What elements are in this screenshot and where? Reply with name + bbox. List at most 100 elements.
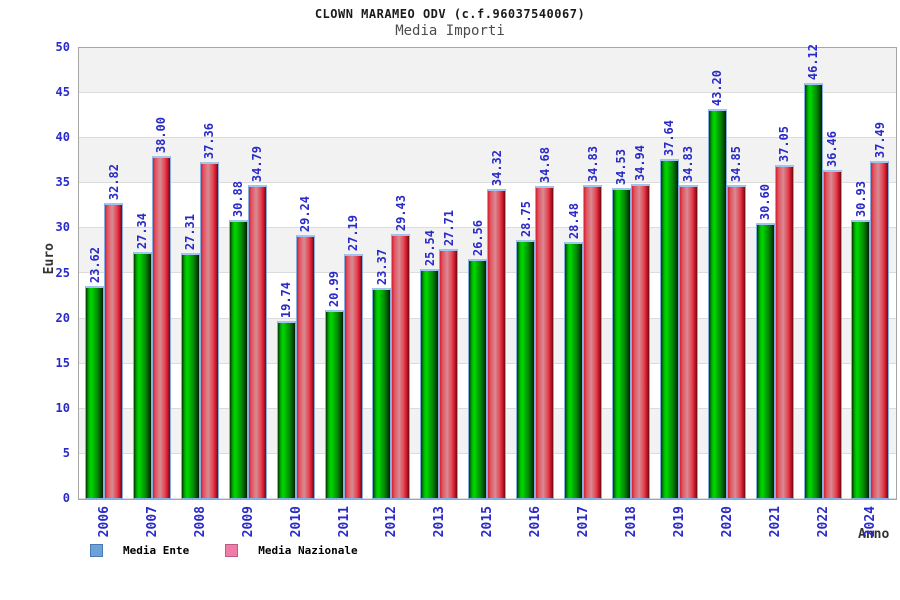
y-tick-label: 25 [55,265,70,280]
bar-value-label: 37.49 [873,121,887,158]
bar-value-label: 37.05 [777,125,791,162]
bar-media-ente-2017 [564,242,583,499]
x-tick-label-2017: 2017 [576,506,591,538]
bar-value-label: 23.37 [375,248,389,285]
legend-swatch-media-nazionale [225,543,239,557]
bar-media-ente-2015 [468,259,487,499]
bar-value-label: 34.94 [633,144,647,181]
bar-value-label: 27.19 [346,214,360,251]
x-tick-label-2007: 2007 [145,506,160,538]
bar-media-ente-2021 [756,223,775,499]
bar-value-label: 34.83 [681,145,695,182]
bar-value-label: 29.24 [298,195,312,232]
bar-media-nazionale-2017 [583,185,602,499]
bar-media-ente-2016 [516,240,535,499]
x-tick-label-2006: 2006 [97,506,112,538]
bar-value-label: 25.54 [423,229,437,266]
y-tick-label: 30 [55,220,70,235]
bar-media-ente-2009 [229,220,248,499]
bar-value-label: 19.74 [279,281,293,318]
legend-label-media-nazionale: Media Nazionale [258,543,358,557]
y-tick-label: 50 [55,40,70,54]
bar-value-label: 30.88 [231,180,245,217]
bar-value-label: 34.85 [729,145,743,182]
bar-value-label: 27.34 [135,212,149,249]
bar-media-nazionale-2012 [391,234,410,499]
legend-swatch-media-ente [90,543,103,557]
bar-value-label: 27.31 [183,213,197,250]
bar-media-ente-2019 [660,159,679,499]
bar-value-label: 34.79 [250,145,264,182]
y-tick-label: 10 [55,400,70,415]
bar-media-nazionale-2021 [775,165,794,499]
bar-value-label: 28.75 [519,200,533,237]
bar-value-label: 38.00 [154,116,168,153]
bar-media-nazionale-2019 [679,185,698,499]
bar-media-ente-2006 [85,286,104,499]
bar-value-label: 30.93 [854,180,868,217]
bar-media-ente-2018 [612,188,631,499]
bar-value-label: 37.36 [202,122,216,159]
bar-media-ente-2024 [851,220,870,499]
bar-media-nazionale-2006 [104,203,123,499]
bar-media-nazionale-2013 [439,249,458,499]
bar-value-label: 20.99 [327,270,341,307]
bar-media-nazionale-2020 [727,185,746,499]
y-tick-label: 5 [62,445,70,460]
bar-media-nazionale-2011 [344,254,363,499]
bar-media-ente-2012 [372,288,391,499]
bar-media-ente-2011 [325,310,344,499]
legend: Media Ente Media Nazionale [90,542,384,558]
bar-media-nazionale-2016 [535,186,554,499]
x-tick-label-2021: 2021 [768,506,783,538]
bar-media-nazionale-2009 [248,185,267,499]
x-tick-label-2022: 2022 [816,506,831,538]
x-tick-label-2011: 2011 [337,506,352,538]
y-tick-label: 35 [55,175,70,190]
y-tick-label: 0 [62,491,70,505]
x-tick-label-2024: 2024 [863,506,878,538]
x-tick-label-2008: 2008 [193,506,208,538]
bar-media-nazionale-2018 [631,184,650,499]
bar-value-label: 27.71 [442,209,456,246]
x-tick-label-2020: 2020 [720,506,735,538]
bar-media-ente-2013 [420,269,439,499]
bar-value-label: 23.62 [88,246,102,283]
chart-title: CLOWN MARAMEO ODV (c.f.96037540067) [314,7,586,21]
bar-media-ente-2010 [277,321,296,499]
bar-value-label: 46.12 [806,43,820,80]
bar-value-label: 34.68 [538,146,552,183]
bar-value-label: 36.46 [825,130,839,167]
x-tick-label-2010: 2010 [289,506,304,538]
x-tick-label-2019: 2019 [672,506,687,538]
x-tick-label-2013: 2013 [432,506,447,538]
y-tick-label: 40 [55,130,70,145]
bar-value-label: 32.82 [107,163,121,200]
bar-media-nazionale-2008 [200,162,219,499]
bar-media-nazionale-2010 [296,235,315,499]
y-tick-label: 15 [55,355,70,370]
bar-value-label: 26.56 [471,219,485,256]
bar-value-label: 34.53 [614,148,628,185]
x-axis-title: Anno [858,527,890,542]
bar-value-label: 34.83 [586,145,600,182]
plot-band [79,93,896,139]
bar-value-label: 30.60 [758,183,772,220]
bar-value-label: 28.48 [567,202,581,239]
plot-band [79,48,896,94]
y-tick-label: 45 [55,85,70,100]
bar-value-label: 34.32 [490,149,504,186]
bar-media-ente-2020 [708,109,727,499]
x-tick-label-2015: 2015 [480,506,495,538]
bar-media-ente-2008 [181,253,200,499]
chart-subtitle: Media Importi [395,23,505,39]
legend-label-media-ente: Media Ente [123,543,190,557]
bar-media-nazionale-2015 [487,189,506,499]
y-tick-label: 20 [55,310,70,325]
bar-media-nazionale-2022 [823,170,842,499]
x-tick-label-2018: 2018 [624,506,639,538]
bar-value-label: 29.43 [394,194,408,231]
bar-media-ente-2022 [804,83,823,499]
bar-media-ente-2007 [133,252,152,499]
